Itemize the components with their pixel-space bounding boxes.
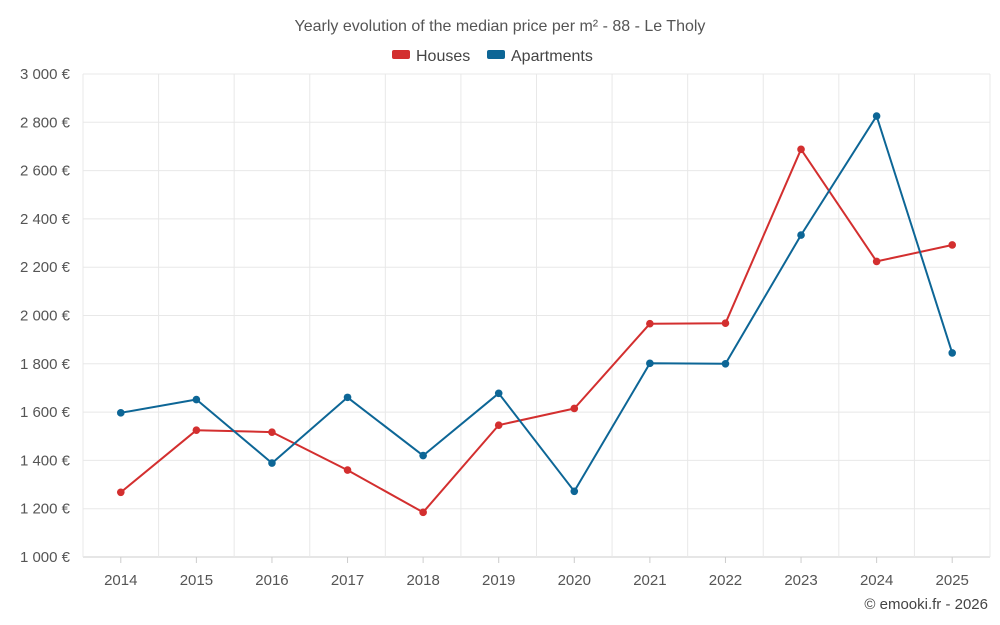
x-tick-label-2022: 2022 bbox=[709, 572, 742, 589]
point-houses-2019[interactable] bbox=[494, 421, 503, 429]
x-tick-label-2020: 2020 bbox=[558, 572, 591, 589]
x-tick-label-2021: 2021 bbox=[633, 572, 666, 589]
legend-item-apartments[interactable]: Apartments bbox=[487, 48, 593, 65]
point-apartments-2025[interactable] bbox=[948, 349, 957, 357]
point-houses-2023[interactable] bbox=[797, 145, 805, 154]
legend-label-apartments: Apartments bbox=[511, 48, 593, 65]
legend-swatch-houses bbox=[392, 50, 410, 59]
y-tick-label: 2 400 € bbox=[20, 211, 71, 228]
series-line-apartments bbox=[120, 115, 954, 493]
point-apartments-2019[interactable] bbox=[494, 389, 503, 398]
point-houses-2014[interactable] bbox=[116, 488, 125, 497]
y-tick-label: 2 000 € bbox=[20, 308, 71, 325]
point-apartments-2017[interactable] bbox=[343, 393, 352, 402]
series-layer bbox=[116, 112, 957, 517]
x-tick-label-2017: 2017 bbox=[331, 572, 364, 589]
point-apartments-2018[interactable] bbox=[419, 451, 427, 460]
y-tick-label: 1 200 € bbox=[20, 501, 71, 518]
chart-title: Yearly evolution of the median price per… bbox=[295, 18, 706, 35]
y-tick-label: 1 800 € bbox=[20, 356, 71, 373]
y-tick-label: 1 400 € bbox=[20, 452, 71, 469]
point-houses-2017[interactable] bbox=[343, 466, 352, 474]
x-tick-label-2014: 2014 bbox=[104, 572, 137, 589]
point-houses-2024[interactable] bbox=[872, 257, 881, 266]
legend-item-houses[interactable]: Houses bbox=[392, 48, 470, 65]
y-tick-label: 1 600 € bbox=[20, 404, 71, 421]
point-apartments-2015[interactable] bbox=[192, 395, 201, 404]
point-houses-2018[interactable] bbox=[419, 508, 427, 517]
point-houses-2025[interactable] bbox=[948, 241, 957, 249]
point-houses-2022[interactable] bbox=[721, 319, 730, 328]
y-tick-label: 1 000 € bbox=[20, 549, 71, 566]
credit-text: © emooki.fr - 2026 bbox=[864, 596, 988, 613]
legend-label-houses: Houses bbox=[416, 48, 470, 65]
x-tick-label-2024: 2024 bbox=[860, 572, 893, 589]
grid bbox=[82, 73, 991, 558]
series-apartments bbox=[116, 112, 957, 496]
y-tick-label: 3 000 € bbox=[20, 66, 71, 83]
point-houses-2016[interactable] bbox=[268, 428, 276, 436]
point-apartments-2023[interactable] bbox=[797, 231, 805, 239]
x-axis: 2014 2015 2016 2017 2018 2019 2020 2021 2022 2023… bbox=[104, 557, 969, 589]
y-tick-label: 2 200 € bbox=[20, 259, 71, 276]
point-apartments-2024[interactable] bbox=[872, 112, 881, 120]
x-tick-label-2015: 2015 bbox=[180, 572, 213, 589]
x-tick-label-2018: 2018 bbox=[406, 572, 439, 589]
y-tick-label: 2 600 € bbox=[20, 163, 71, 180]
point-apartments-2014[interactable] bbox=[116, 409, 125, 417]
x-tick-label-2023: 2023 bbox=[784, 572, 817, 589]
x-tick-label-2025: 2025 bbox=[936, 572, 969, 589]
point-apartments-2022[interactable] bbox=[721, 360, 730, 368]
point-houses-2015[interactable] bbox=[192, 426, 201, 435]
point-houses-2020[interactable] bbox=[570, 404, 579, 413]
x-tick-label-2016: 2016 bbox=[255, 572, 288, 589]
series-line-houses bbox=[120, 148, 953, 514]
point-apartments-2020[interactable] bbox=[570, 487, 579, 496]
legend: Houses Apartments bbox=[392, 48, 593, 65]
legend-swatch-apartments bbox=[487, 50, 505, 59]
point-apartments-2016[interactable] bbox=[268, 459, 276, 467]
y-tick-label: 2 800 € bbox=[20, 114, 71, 131]
y-axis: 1 000 € 1 200 € 1 400 € 1 600 € 1 800 € 2 000… bbox=[20, 66, 71, 566]
series-houses bbox=[116, 145, 957, 517]
point-apartments-2021[interactable] bbox=[646, 359, 654, 368]
x-tick-label-2019: 2019 bbox=[482, 572, 515, 589]
point-houses-2021[interactable] bbox=[646, 319, 654, 328]
